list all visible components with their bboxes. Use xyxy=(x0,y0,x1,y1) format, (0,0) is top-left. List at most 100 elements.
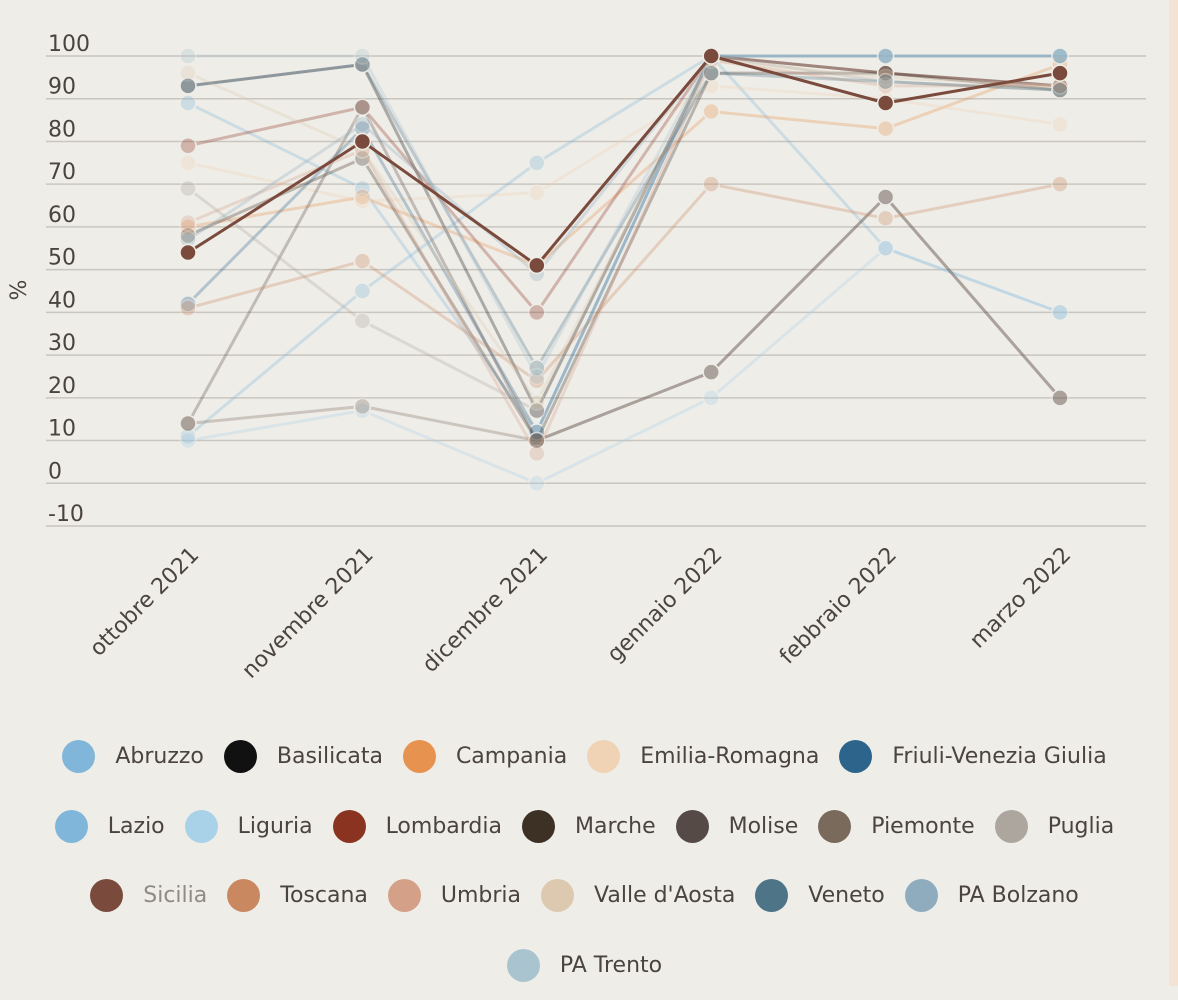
y-tick-label: 0 xyxy=(48,459,62,484)
legend-swatch xyxy=(995,810,1028,843)
legend-swatch xyxy=(90,879,123,912)
series-sicilia xyxy=(180,48,1068,273)
legend-item[interactable]: Valle d'Aosta xyxy=(541,879,735,912)
legend-row: Abruzzo Basilicata Campania Emilia-Romagna F… xyxy=(0,722,1169,792)
legend-swatch xyxy=(224,740,257,773)
data-point xyxy=(180,180,196,196)
data-point xyxy=(703,364,719,380)
data-point xyxy=(354,398,370,414)
series-liguria xyxy=(180,240,1068,491)
y-axis-label: % xyxy=(7,280,32,301)
legend-item[interactable]: Marche xyxy=(522,810,656,843)
legend-label: Emilia-Romagna xyxy=(640,744,819,769)
legend-label: Campania xyxy=(456,744,567,769)
x-tick-label: ottobre 2021 xyxy=(85,543,204,662)
legend-item[interactable]: Puglia xyxy=(995,810,1115,843)
legend-label: Molise xyxy=(729,814,799,839)
data-point xyxy=(878,210,894,226)
legend-swatch xyxy=(839,740,872,773)
data-point xyxy=(878,121,894,137)
data-point xyxy=(529,185,545,201)
data-point xyxy=(878,95,894,111)
legend-label: Abruzzo xyxy=(115,744,204,769)
legend-label: Umbria xyxy=(441,883,521,908)
legend-label: Liguria xyxy=(238,814,313,839)
data-point xyxy=(1052,65,1068,81)
legend-item[interactable]: Piemonte xyxy=(818,810,974,843)
legend-item[interactable]: Campania xyxy=(403,740,567,773)
x-tick-label: novembre 2021 xyxy=(238,543,379,684)
x-tick-label: marzo 2022 xyxy=(965,543,1076,654)
y-tick-label: 70 xyxy=(48,160,76,185)
data-point xyxy=(1052,82,1068,98)
y-tick-label: 20 xyxy=(48,374,76,399)
legend-swatch xyxy=(905,879,938,912)
data-point xyxy=(878,48,894,64)
legend-label: Lazio xyxy=(108,814,165,839)
legend-item[interactable]: Umbria xyxy=(388,879,521,912)
data-point xyxy=(1052,304,1068,320)
data-point xyxy=(354,48,370,64)
data-point xyxy=(354,283,370,299)
data-point xyxy=(354,253,370,269)
data-point xyxy=(354,313,370,329)
data-point xyxy=(180,415,196,431)
data-point xyxy=(529,445,545,461)
legend-label: Puglia xyxy=(1048,814,1115,839)
legend-swatch xyxy=(333,810,366,843)
legend-item[interactable]: Basilicata xyxy=(224,740,383,773)
legend-label: Friuli-Venezia Giulia xyxy=(892,744,1106,769)
data-point xyxy=(703,48,719,64)
data-point xyxy=(878,189,894,205)
legend-item[interactable]: PA Trento xyxy=(507,949,662,982)
y-tick-label: -10 xyxy=(48,502,84,527)
y-tick-label: 90 xyxy=(48,75,76,100)
legend-item[interactable]: Sicilia xyxy=(90,879,207,912)
data-point xyxy=(529,394,545,410)
data-point xyxy=(354,99,370,115)
legend-swatch xyxy=(62,740,95,773)
data-point xyxy=(1052,48,1068,64)
data-point xyxy=(354,116,370,132)
y-tick-label: 60 xyxy=(48,203,76,228)
data-point xyxy=(529,304,545,320)
legend-item[interactable]: Emilia-Romagna xyxy=(587,740,819,773)
x-tick-label: dicembre 2021 xyxy=(418,543,553,678)
data-point xyxy=(529,257,545,273)
legend-item[interactable]: Toscana xyxy=(227,879,368,912)
legend-swatch xyxy=(587,740,620,773)
legend: Abruzzo Basilicata Campania Emilia-Romagna F… xyxy=(0,722,1169,1000)
legend-item[interactable]: Friuli-Venezia Giulia xyxy=(839,740,1106,773)
legend-item[interactable]: Lazio xyxy=(55,810,165,843)
data-point xyxy=(180,138,196,154)
data-point xyxy=(529,368,545,384)
legend-label: PA Trento xyxy=(560,953,662,978)
data-point xyxy=(180,433,196,449)
legend-item[interactable]: Lombardia xyxy=(333,810,502,843)
legend-swatch xyxy=(541,879,574,912)
x-tick-label: febbraio 2022 xyxy=(775,543,902,670)
legend-item[interactable]: Molise xyxy=(676,810,799,843)
legend-swatch xyxy=(676,810,709,843)
legend-item[interactable]: Abruzzo xyxy=(62,740,204,773)
legend-item[interactable]: Liguria xyxy=(185,810,313,843)
data-point xyxy=(1052,390,1068,406)
data-point xyxy=(180,300,196,316)
legend-label: Marche xyxy=(575,814,656,839)
legend-label: Basilicata xyxy=(277,744,383,769)
data-point xyxy=(529,155,545,171)
legend-row: Lazio Liguria Lombardia Marche Molise Piemont… xyxy=(0,792,1169,862)
legend-swatch xyxy=(818,810,851,843)
data-point xyxy=(180,78,196,94)
data-point xyxy=(1052,116,1068,132)
data-point xyxy=(703,104,719,120)
legend-item[interactable]: PA Bolzano xyxy=(905,879,1079,912)
legend-item[interactable]: Veneto xyxy=(755,879,884,912)
data-point xyxy=(703,390,719,406)
y-tick-label: 100 xyxy=(48,32,90,57)
legend-label: Toscana xyxy=(280,883,368,908)
legend-swatch xyxy=(507,949,540,982)
